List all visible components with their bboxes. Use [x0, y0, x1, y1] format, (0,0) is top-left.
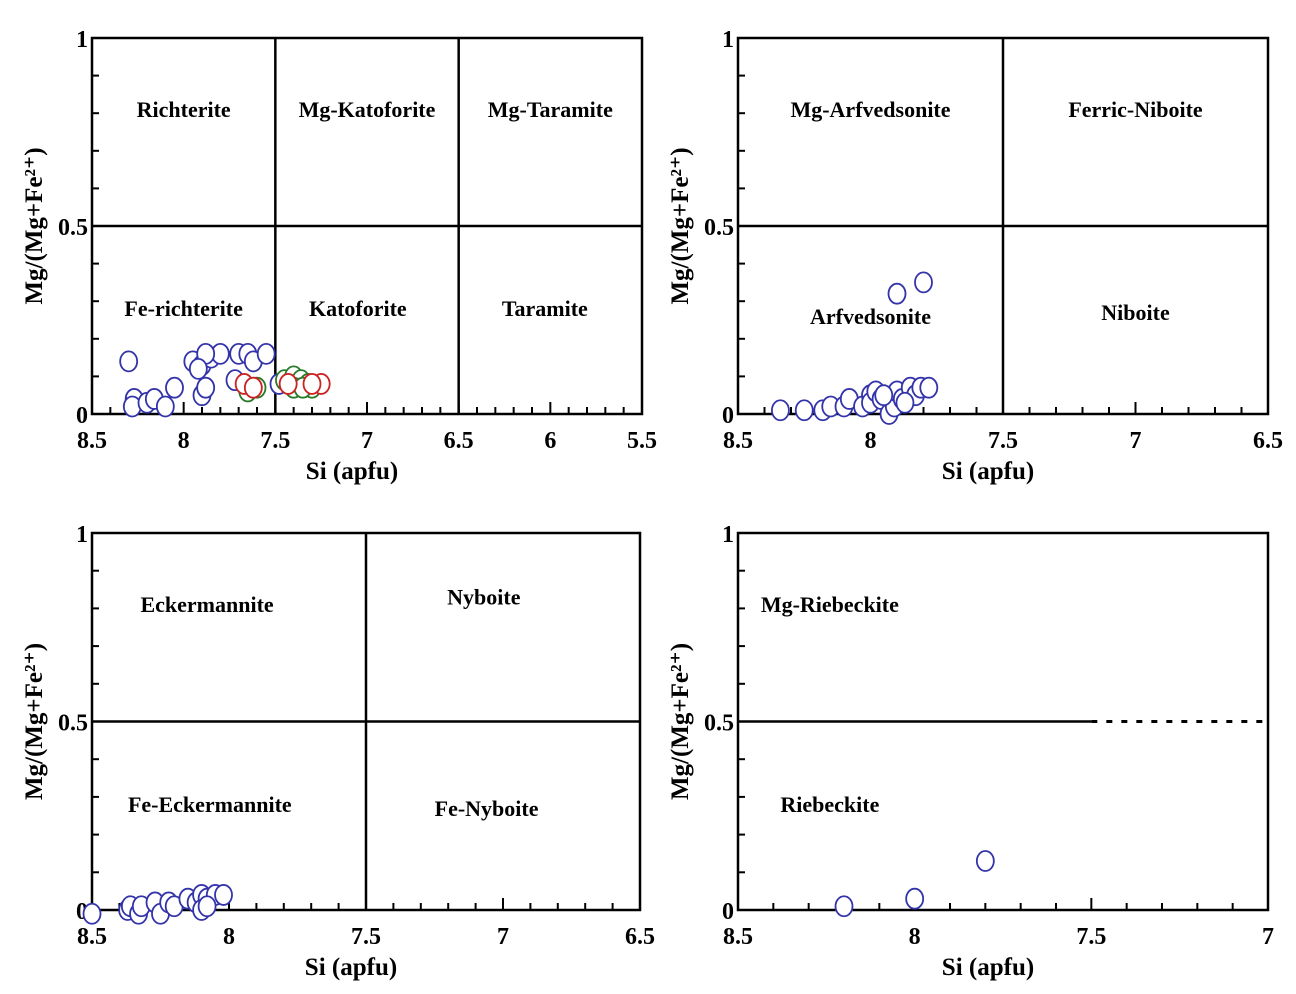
x-tick-label: 6.5	[625, 924, 655, 950]
y-tick-label: 0.5	[704, 711, 734, 737]
y-axis-title: Mg/(Mg+Fe²⁺)	[667, 147, 694, 304]
data-point	[794, 399, 814, 422]
y-tick-label: 1	[722, 522, 734, 548]
x-axis-title: Si (apfu)	[305, 954, 397, 981]
field-label: Mg-Arfvedsonite	[790, 97, 950, 122]
x-tick-label: 8.5	[77, 428, 107, 454]
y-tick-label: 1	[76, 27, 88, 53]
panel-4: 8.5 8 7.5 7 0 0.5 1 Mg-Riebeckite Riebeckite Si (…	[667, 522, 1274, 981]
data-point	[887, 282, 907, 305]
data-point	[155, 395, 175, 418]
field-label: Taramite	[502, 296, 588, 321]
y-tick-label: 0	[722, 403, 734, 429]
y-axis-title: Mg/(Mg+Fe²⁺)	[667, 643, 694, 800]
x-tick-label: 7	[1130, 428, 1142, 454]
y-axis-title: Mg/(Mg+Fe²⁺)	[21, 147, 48, 304]
x-tick-label: 6.5	[1253, 428, 1283, 454]
x-tick-label: 7.5	[260, 428, 290, 454]
data-point	[243, 376, 263, 399]
panel-1: 8.5 8 7.5 7 6.5 6 5.5 0 0.5 1 Richterite Mg-Katofor…	[21, 27, 657, 485]
field-label: Mg-Katoforite	[299, 97, 436, 122]
x-tick-label: 7.5	[988, 428, 1018, 454]
y-tick-label: 0	[76, 403, 88, 429]
data-point	[188, 357, 208, 380]
y-tick-label: 0.5	[704, 215, 734, 241]
data-point	[196, 376, 216, 399]
x-tick-label: 8.5	[77, 924, 107, 950]
x-axis-title: Si (apfu)	[942, 954, 1034, 981]
data-point	[919, 376, 939, 399]
data-point	[119, 350, 139, 373]
x-tick-label: 8	[178, 428, 190, 454]
field-label: Niboite	[1101, 300, 1170, 325]
field-label: Fe-richterite	[124, 296, 243, 321]
x-axis-title: Si (apfu)	[942, 458, 1034, 485]
field-label: Mg-Taramite	[488, 97, 613, 122]
data-point	[874, 384, 894, 407]
data-point	[771, 399, 790, 422]
x-tick-label: 7	[1262, 924, 1274, 950]
field-label: Mg-Riebeckite	[761, 592, 899, 617]
y-tick-label: 1	[722, 27, 734, 53]
data-point	[214, 884, 233, 906]
y-axis-title: Mg/(Mg+Fe²⁺)	[21, 643, 48, 800]
y-tick-label: 0.5	[58, 711, 88, 737]
x-tick-label: 6.5	[444, 428, 474, 454]
data-point	[278, 373, 298, 395]
data-point	[165, 376, 184, 399]
y-tick-label: 1	[76, 522, 88, 548]
field-label: Riebeckite	[780, 792, 879, 817]
x-axis-title: Si (apfu)	[306, 458, 398, 485]
x-tick-label: 7.5	[1076, 924, 1106, 950]
x-tick-label: 8	[865, 428, 877, 454]
x-tick-label: 8.5	[723, 428, 753, 454]
panel-2: 8.5 8 7.5 7 6.5 0 0.5 1 Mg-Arfvedsonite Ferric-Ni…	[667, 27, 1283, 485]
data-point	[302, 373, 322, 395]
x-tick-label: 5.5	[627, 428, 657, 454]
field-label: Nyboite	[447, 585, 521, 610]
x-tick-label: 8	[909, 924, 921, 950]
field-label: Richterite	[137, 97, 231, 122]
x-tick-label: 8	[223, 924, 235, 950]
data-point	[975, 850, 995, 872]
data-point	[895, 391, 915, 414]
field-label: Katoforite	[309, 296, 407, 321]
field-label: Arfvedsonite	[810, 304, 931, 329]
x-tick-label: 7	[361, 428, 373, 454]
field-label: Eckermannite	[140, 592, 273, 617]
x-tick-label: 8.5	[723, 924, 753, 950]
field-label: Fe-Nyboite	[435, 796, 539, 821]
field-label: Ferric-Niboite	[1068, 97, 1203, 122]
field-label: Fe-Eckermannite	[128, 792, 292, 817]
x-tick-label: 7.5	[351, 924, 381, 950]
data-point	[256, 342, 276, 365]
data-point	[197, 895, 217, 918]
y-tick-label: 0.5	[58, 215, 88, 241]
data-point	[914, 271, 933, 294]
x-tick-label: 6	[544, 428, 556, 454]
data-point	[82, 902, 102, 925]
y-tick-label: 0	[722, 899, 734, 925]
data-point	[834, 895, 854, 918]
data-point	[905, 887, 925, 910]
x-tick-label: 7	[497, 924, 509, 950]
